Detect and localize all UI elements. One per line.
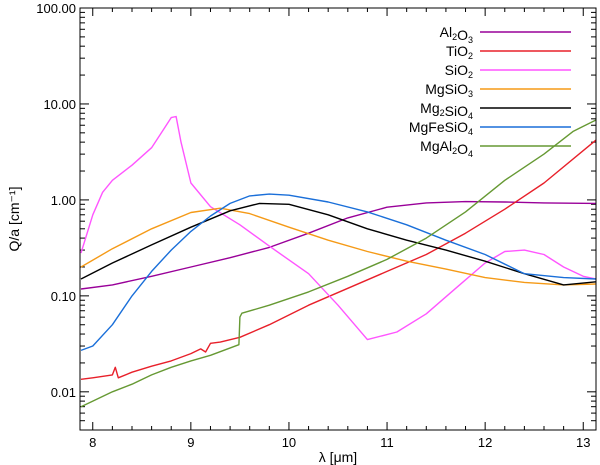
series-line-5 [80,193,596,352]
x-tick-label: 9 [187,435,194,450]
x-axis-label: λ [μm] [319,449,357,465]
legend-label: MgAl2O4 [420,138,473,159]
series-line-3 [80,207,596,286]
x-tick-label: 13 [576,435,590,450]
legend: Al2O3TiO2SiO2MgSiO3Mg2SiO4MgFeSiO4MgAl2O… [409,24,571,159]
series-line-2 [80,115,596,341]
tick-labels: 8 9 10 11 12 13 0.01 0.10 1.00 10.00 100.00 [36,1,590,450]
x-tick-label: 11 [380,435,394,450]
y-tick-label: 0.01 [51,385,76,400]
x-tick-label: 10 [282,435,296,450]
series-line-6 [80,119,596,408]
y-axis-label: Q/a [cm⁻¹] [6,187,22,252]
legend-label: Al2O3 [440,24,473,45]
y-tick-label: 100.00 [36,1,76,16]
y-tick-label: 0.10 [51,289,76,304]
legend-label: MgSiO3 [425,81,473,99]
legend-label: SiO2 [445,62,473,80]
x-tick-label: 8 [89,435,96,450]
y-tick-label: 1.00 [51,193,76,208]
legend-label: Mg2SiO4 [420,100,473,121]
plot-area-frame [79,7,597,431]
x-tick-label: 12 [478,435,492,450]
series-line-4 [80,202,596,286]
series-line-1 [80,139,596,380]
legend-label: TiO2 [446,43,473,61]
legend-label: MgFeSiO4 [409,119,473,137]
series-line-0 [80,200,596,290]
series-lines [80,115,596,408]
y-tick-label: 10.00 [43,97,76,112]
